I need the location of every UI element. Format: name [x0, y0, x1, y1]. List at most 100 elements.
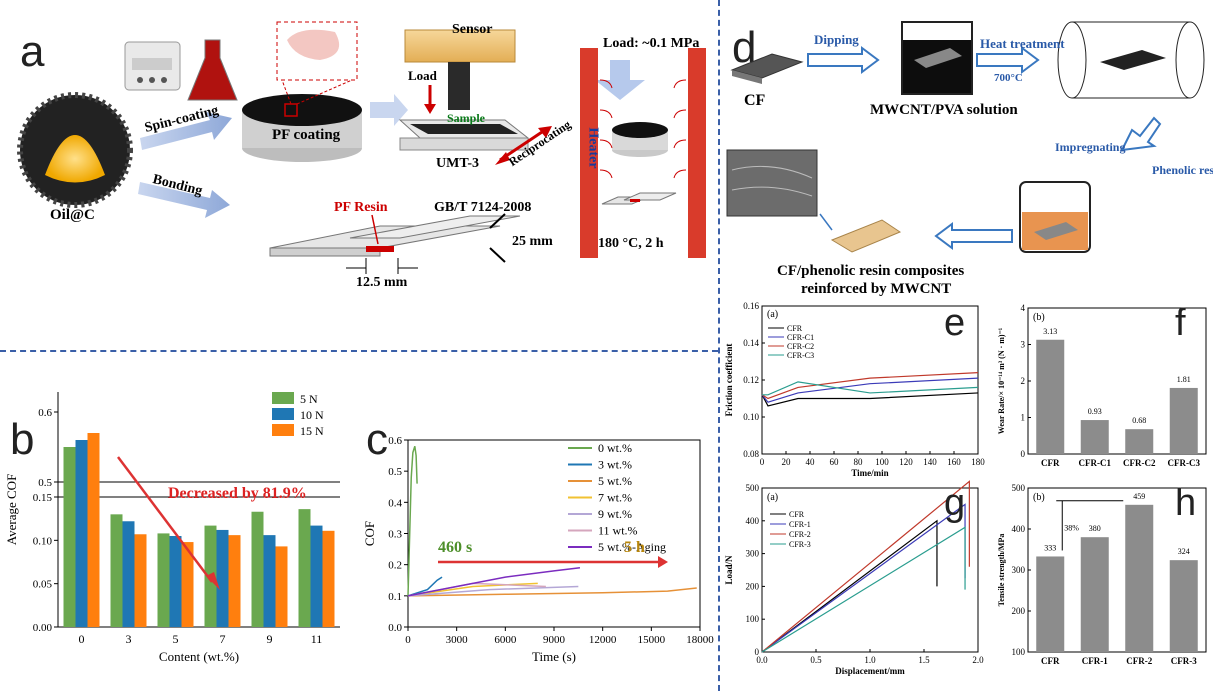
- pf-resin-layer: [366, 246, 394, 252]
- horizontal-divider: [0, 350, 718, 352]
- panel-a: a: [0, 0, 716, 348]
- e-x-tick-label: 180: [971, 457, 985, 467]
- f-bar: [1080, 420, 1109, 454]
- c-x-tick-label: 18000: [686, 634, 714, 646]
- c-legend-label: 9 wt.%: [598, 507, 632, 521]
- e-x-tick-label: 60: [830, 457, 840, 467]
- b-bar: [181, 542, 194, 627]
- g-legend-label: CFR-1: [789, 520, 811, 529]
- e-x-tick-label: 40: [806, 457, 816, 467]
- b-arrow-head: [206, 572, 220, 590]
- sensor-label: Sensor: [452, 22, 493, 37]
- panel-g: 0.0 0.5 1.0 1.5 2.0 0 100 200 300 400 500 Displacem…: [722, 480, 992, 691]
- g-y-tick-label: 500: [746, 483, 760, 493]
- cf-label: CF: [744, 92, 766, 109]
- g-legend-label: CFR: [789, 510, 805, 519]
- e-x-tick-label: 160: [947, 457, 961, 467]
- flask-icon: [187, 39, 238, 101]
- g-y-axis-label: Load/N: [724, 555, 734, 585]
- panel-e: 0 20 40 60 80 100 120 140 160 180 0.08 0.10 0.12 0.14…: [722, 300, 992, 480]
- b-bar: [157, 533, 170, 627]
- phenolic-resin-label: Phenolic resin: [1152, 163, 1213, 177]
- e-legend-label: CFR-C3: [787, 351, 814, 360]
- panel-label-b: b: [10, 415, 35, 464]
- g-x-tick-label: 0.5: [810, 655, 822, 665]
- e-series-line: [762, 381, 979, 396]
- b-decrease-arrow: [117, 456, 213, 583]
- g-legend-label: CFR-3: [789, 540, 811, 549]
- impregnating-label: Impregnating: [1055, 140, 1126, 154]
- b-bar: [87, 433, 100, 627]
- heat-treatment-label: Heat treatment: [980, 36, 1065, 51]
- g-x-axis-label: Displacement/mm: [835, 666, 905, 676]
- g-x-tick-label: 0.0: [756, 655, 768, 665]
- c-y-tick-label: 0.3: [388, 529, 402, 541]
- h-x-tick-label: CFR-3: [1171, 656, 1197, 666]
- e-x-tick-label: 80: [854, 457, 864, 467]
- dipping-label: Dipping: [814, 32, 859, 47]
- h-subfig-label: (b): [1033, 492, 1045, 503]
- solution-label: MWCNT/PVA solution: [870, 102, 1018, 118]
- b-y-tick-label: 0.5: [38, 477, 52, 489]
- g-y-tick-label: 100: [746, 614, 760, 624]
- e-y-tick-label: 0.16: [743, 301, 759, 311]
- panel-label-a: a: [20, 27, 45, 76]
- h-value-label: 324: [1178, 547, 1190, 556]
- f-bar: [1169, 387, 1198, 454]
- f-y-tick-label: 1: [1021, 413, 1026, 423]
- h-bar: [1036, 556, 1065, 652]
- oil-c-particle-icon: [17, 92, 133, 208]
- e-x-tick-label: 0: [760, 457, 765, 467]
- f-y-tick-label: 0: [1021, 449, 1026, 459]
- h-y-tick-label: 500: [1012, 483, 1026, 493]
- c-plot-frame: [407, 439, 701, 628]
- b-y-tick-label: 0.00: [33, 622, 53, 634]
- panel-d: d CF Dipping MWCNT/PVA solution Heat tre…: [722, 0, 1213, 300]
- f-value-label: 0.93: [1088, 407, 1102, 416]
- c-y-tick-label: 0.4: [388, 497, 402, 509]
- g-x-tick-label: 1.5: [918, 655, 930, 665]
- c-y-tick-label: 0.0: [388, 622, 402, 634]
- h-x-tick-label: CFR: [1041, 656, 1060, 666]
- c-line-7wt: [407, 582, 538, 597]
- spin-coating-arrow: [140, 112, 232, 150]
- load-pressure-label: Load: ~0.1 MPa: [603, 36, 700, 51]
- g-series-line: [761, 519, 938, 653]
- heater-right: [688, 48, 706, 258]
- c-y-tick-label: 0.2: [388, 560, 402, 572]
- c-annotation-left: 460 s: [438, 539, 472, 556]
- b-x-tick-label: 0: [79, 632, 85, 646]
- c-x-tick-label: 15000: [638, 634, 666, 646]
- chart-h: 100 200 300 400 500 Tensile strength/MPa (b) 33…: [997, 483, 1207, 666]
- f-bar: [1125, 429, 1154, 454]
- h-x-tick-label: CFR-2: [1126, 656, 1152, 666]
- b-y-tick-label: 0.15: [33, 492, 53, 504]
- b-bar: [263, 535, 276, 627]
- heater-left: [580, 48, 598, 258]
- f-value-label: 3.13: [1043, 327, 1057, 336]
- h-x-tick-label: CFR-1: [1082, 656, 1108, 666]
- e-x-tick-label: 100: [875, 457, 889, 467]
- condition-label: 180 °C, 2 h: [598, 236, 664, 251]
- chart-e: 0 20 40 60 80 100 120 140 160 180 0.08 0.10 0.12 0.14…: [724, 301, 985, 478]
- e-legend-label: CFR-C2: [787, 342, 814, 351]
- c-x-tick-label: 9000: [543, 634, 566, 646]
- panel-h: 100 200 300 400 500 Tensile strength/MPa (b) 33…: [992, 480, 1213, 691]
- c-x-tick-label: 6000: [494, 634, 517, 646]
- h-value-label: 333: [1044, 543, 1056, 552]
- b-bar: [275, 546, 288, 627]
- e-series-line: [761, 392, 979, 407]
- e-y-tick-label: 0.10: [743, 412, 759, 422]
- g-x-tick-label: 1.0: [864, 655, 876, 665]
- e-y-tick-label: 0.12: [743, 375, 759, 385]
- b-bar: [322, 530, 335, 627]
- e-y-tick-label: 0.08: [743, 449, 759, 459]
- f-x-tick-label: CFR-C2: [1123, 458, 1156, 468]
- b-legend-label: 5 N: [300, 392, 318, 406]
- f-value-label: 1.81: [1177, 375, 1191, 384]
- b-bar: [298, 509, 311, 627]
- e-x-tick-label: 120: [899, 457, 913, 467]
- b-x-tick-label: 11: [311, 632, 323, 646]
- f-y-tick-label: 4: [1021, 303, 1026, 313]
- b-bar: [216, 529, 229, 627]
